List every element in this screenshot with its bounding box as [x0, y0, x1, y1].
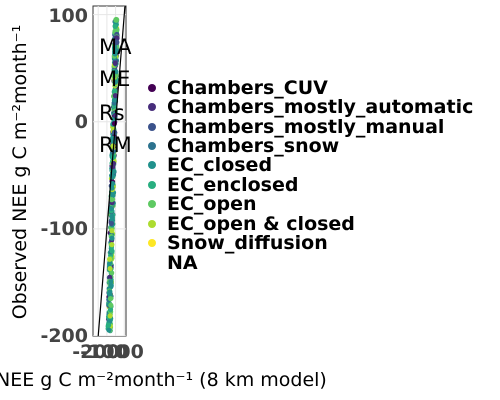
legend-item: NA	[148, 252, 198, 274]
legend-item: EC_enclosed	[148, 174, 298, 196]
data-point	[113, 16, 120, 23]
legend-item: EC_closed	[148, 154, 272, 176]
legend-item: Chambers_CUV	[148, 77, 328, 99]
legend-key-na	[148, 259, 156, 267]
legend-item: Snow_diffusion	[148, 232, 328, 254]
x-tick-label: -200	[72, 341, 120, 363]
x-tick-label: 100	[104, 341, 144, 363]
data-point	[112, 79, 119, 85]
x-axis: -200 -100 0 100	[72, 341, 144, 363]
data-point	[107, 265, 113, 272]
legend-key-ec-enclosed	[148, 181, 156, 189]
y-tick-label: -200	[40, 325, 88, 347]
data-point	[109, 248, 115, 254]
data-point	[106, 327, 112, 333]
legend-label: Chambers_CUV	[167, 77, 328, 99]
legend-label: EC_open & closed	[167, 213, 355, 235]
metric-labels: MA ME Rs RM	[99, 35, 132, 157]
data-point	[110, 180, 116, 187]
metric-label: Rs	[99, 101, 125, 125]
data-point	[112, 97, 118, 103]
data-point	[112, 88, 118, 94]
legend-item: EC_open & closed	[148, 213, 355, 235]
data-point	[109, 242, 115, 248]
data-point	[111, 168, 117, 175]
legend-label: Chambers_mostly_automatic	[167, 96, 473, 118]
metric-label: ME	[99, 67, 130, 91]
legend-item: EC_open	[148, 193, 257, 215]
data-point	[107, 256, 113, 262]
data-point	[108, 205, 114, 212]
legend: Chambers_CUV Chambers_mostly_automatic C…	[148, 77, 473, 274]
legend-item: Chambers_snow	[148, 135, 339, 157]
data-point	[106, 322, 112, 328]
data-point	[107, 274, 113, 280]
y-axis-title: Observed NEE g C m⁻²month⁻¹	[9, 25, 31, 320]
y-axis: 100 0 -100 -200	[40, 5, 88, 347]
legend-label: Snow_diffusion	[167, 232, 328, 254]
legend-label: Chambers_snow	[167, 135, 339, 157]
data-point	[109, 213, 115, 219]
data-point	[109, 197, 115, 203]
data-point	[107, 296, 114, 302]
data-point	[108, 302, 114, 308]
data-point	[109, 228, 115, 234]
metric-label: RM	[99, 133, 132, 157]
x-tick-label: 0	[106, 341, 119, 363]
x-tick-label: -100	[80, 341, 128, 363]
data-point	[107, 306, 114, 313]
data-point	[113, 69, 119, 75]
legend-key-ec-open	[148, 200, 156, 208]
legend-key-chambers-cuv	[148, 84, 156, 92]
legend-label: NA	[167, 252, 198, 274]
data-point	[113, 48, 120, 54]
data-point	[110, 192, 116, 199]
data-point	[109, 270, 115, 276]
data-point	[113, 35, 120, 42]
legend-label: EC_open	[167, 193, 257, 215]
legend-key-ec-open-and-closed	[148, 220, 156, 228]
legend-label: EC_enclosed	[167, 174, 298, 196]
legend-label: Chambers_mostly_manual	[167, 116, 444, 138]
legend-item: Chambers_mostly_automatic	[148, 96, 473, 118]
legend-key-chambers-mostly-manual	[148, 123, 156, 131]
data-point	[107, 313, 113, 319]
data-point	[112, 23, 118, 30]
data-point	[112, 60, 118, 66]
legend-item: Chambers_mostly_manual	[148, 116, 444, 138]
legend-key-chambers-mostly-automatic	[148, 103, 156, 111]
data-point	[108, 283, 114, 289]
data-point	[109, 235, 115, 241]
data-point	[107, 289, 113, 295]
y-tick-label: 0	[75, 111, 88, 133]
legend-key-ec-closed	[148, 161, 156, 169]
y-tick-label: -100	[40, 218, 88, 240]
data-point	[108, 278, 114, 285]
y-tick-label: 100	[48, 5, 88, 27]
one-to-one-line	[97, 6, 126, 336]
data-point	[113, 39, 120, 46]
data-point	[108, 220, 115, 227]
legend-key-chambers-snow	[148, 142, 156, 150]
metric-label: MA	[99, 35, 132, 59]
data-point	[111, 73, 117, 79]
x-axis-title: NEE g C m⁻²month⁻¹ (8 km model)	[0, 369, 327, 391]
legend-key-snow-diffusion	[148, 239, 156, 247]
data-point	[112, 93, 118, 99]
legend-label: EC_closed	[167, 154, 272, 176]
